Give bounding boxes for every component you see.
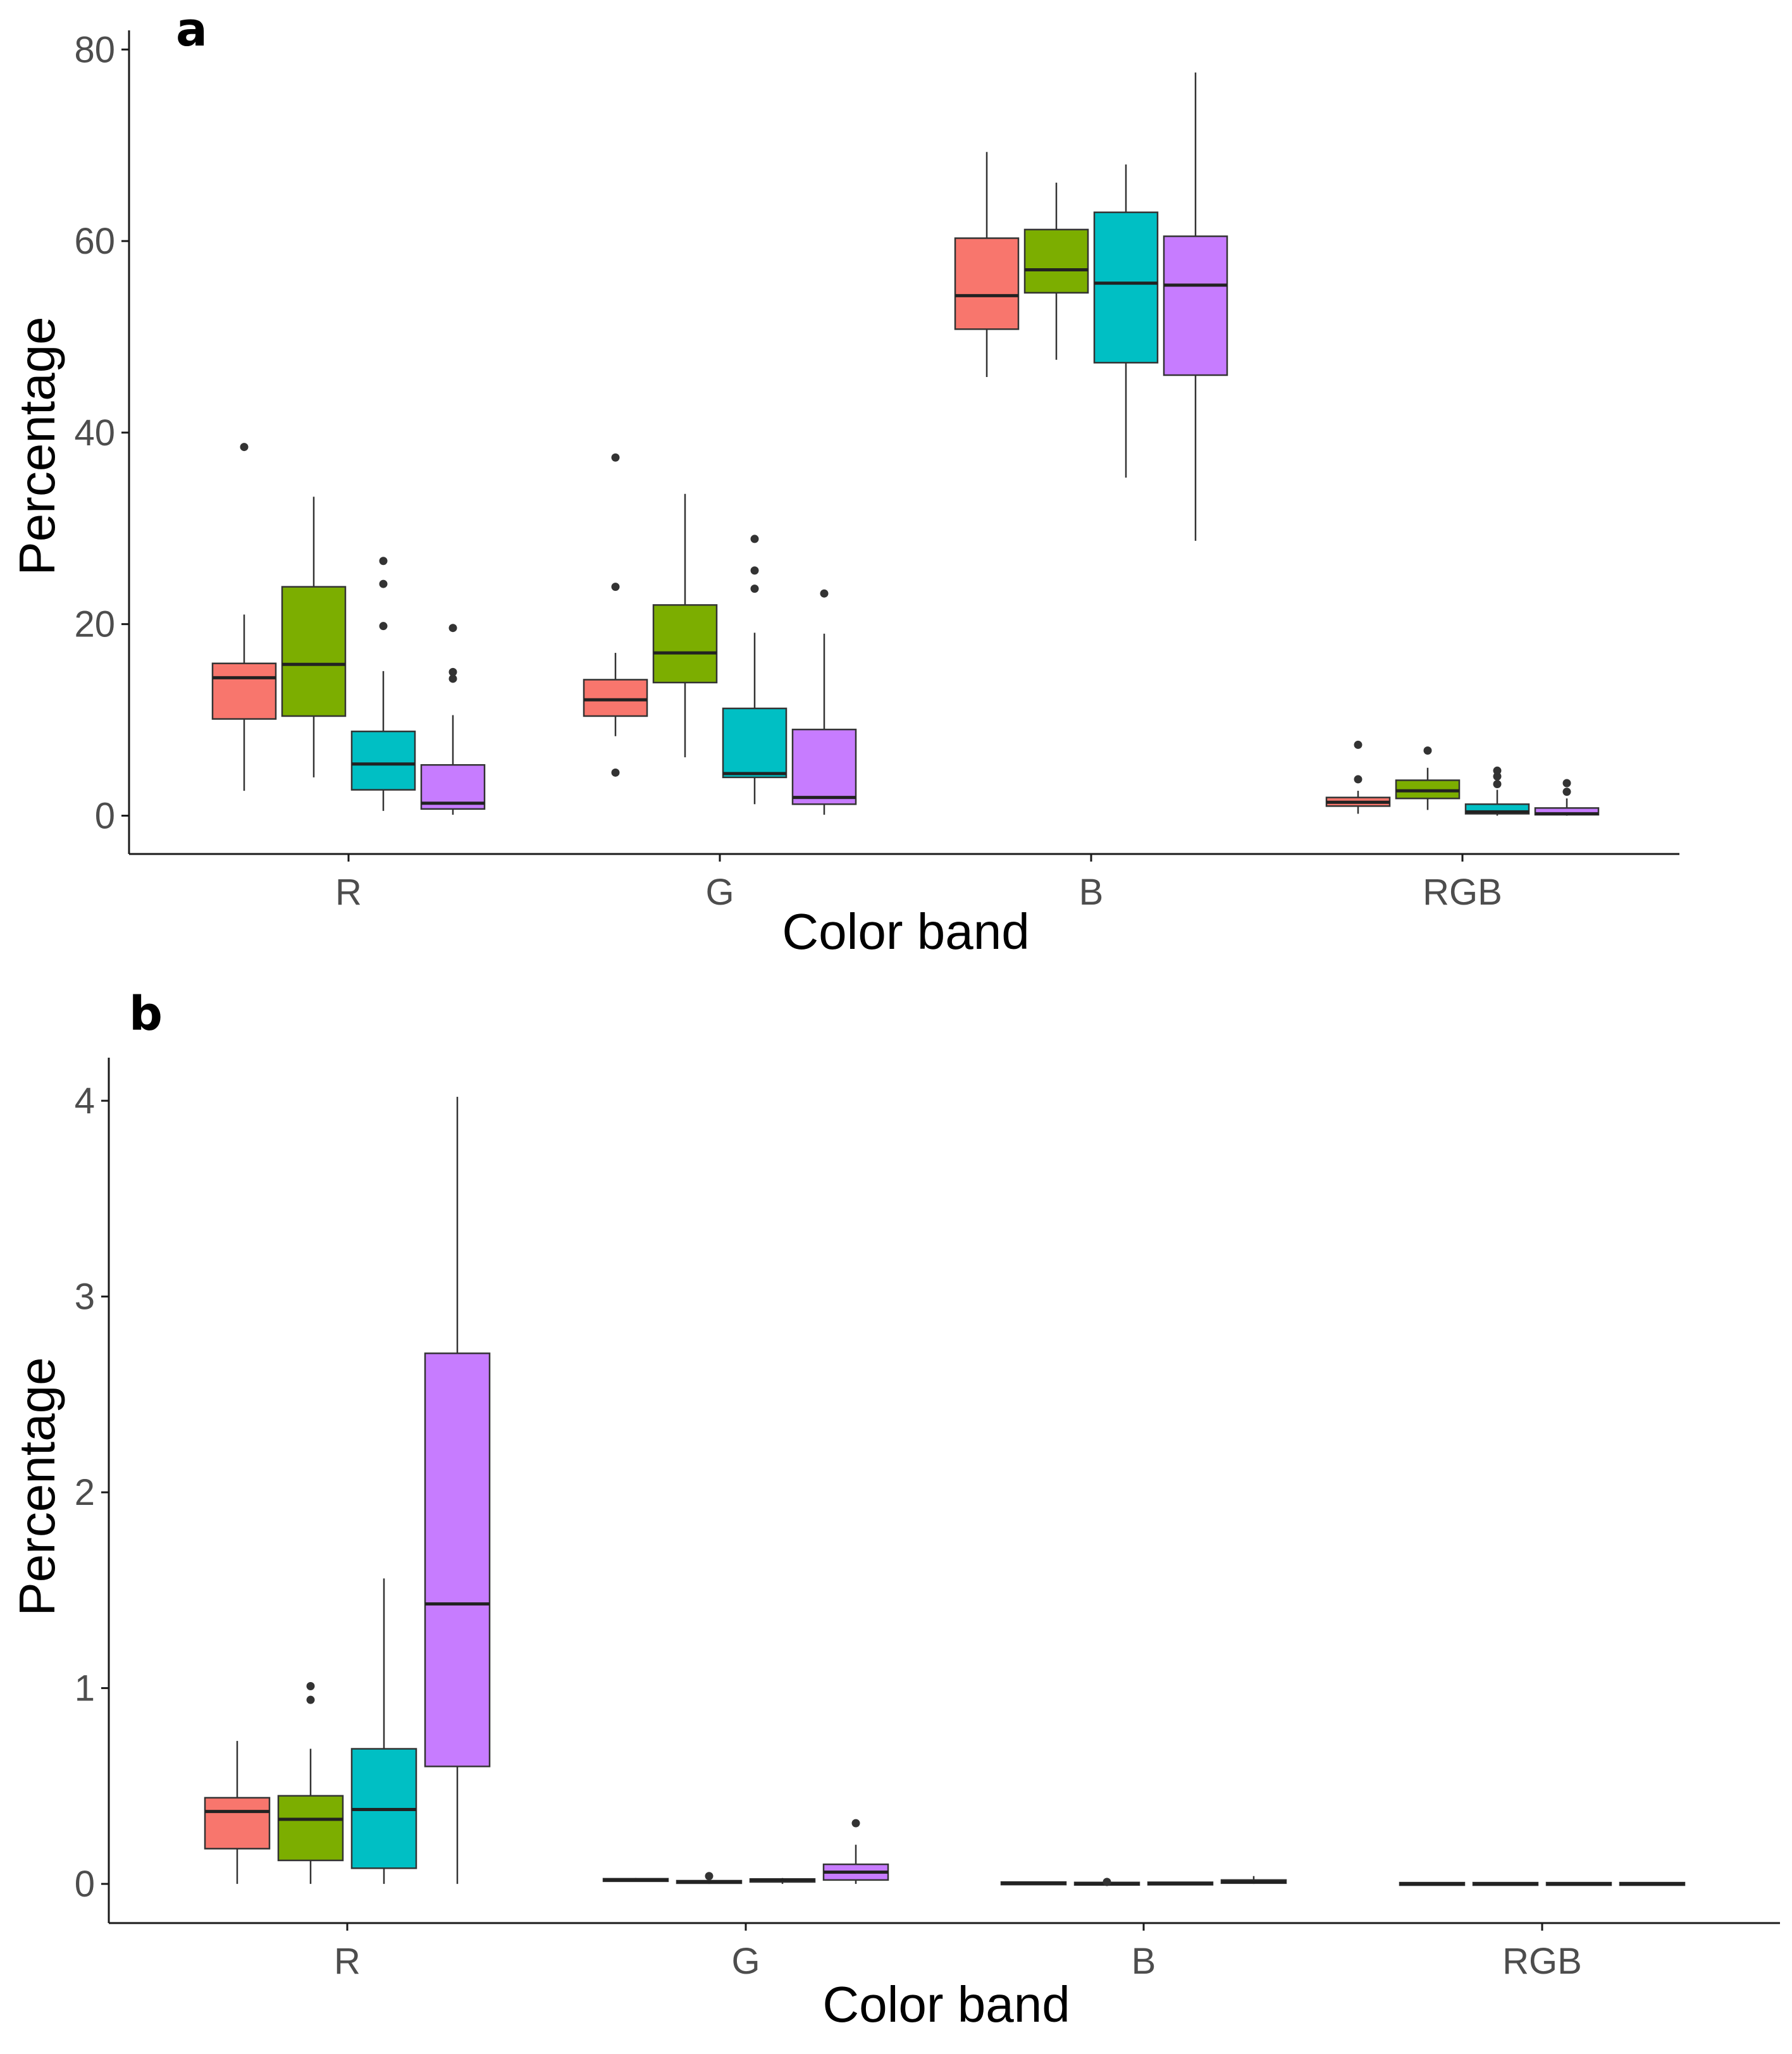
y-tick-label: 60: [74, 221, 115, 262]
box-B-4: [1163, 235, 1228, 376]
box-G-1: [583, 679, 648, 717]
box-R-2: [277, 1795, 344, 1862]
outlier-point: [750, 535, 759, 543]
outlier-point: [1354, 740, 1363, 749]
outlier-point: [1103, 1878, 1111, 1886]
box-G-2: [652, 604, 718, 684]
outlier-point: [611, 453, 620, 462]
box-B-2: [1023, 228, 1089, 294]
outlier-point: [1423, 746, 1432, 755]
outlier-point: [705, 1872, 714, 1881]
panel-b-label: b: [129, 987, 163, 1041]
outlier-point: [851, 1819, 860, 1828]
outlier-point: [611, 768, 620, 777]
outlier-point: [240, 443, 249, 452]
x-tick-label: R: [335, 872, 362, 913]
x-tick-label: RGB: [1423, 872, 1502, 913]
box-R-1: [211, 662, 277, 720]
outlier-point: [448, 624, 457, 633]
box-R-4: [420, 764, 486, 810]
outlier-point: [448, 667, 457, 676]
x-tick-label: R: [334, 1941, 361, 1982]
outlier-point: [306, 1695, 315, 1704]
panel-b-x-axis-title: Color band: [822, 1976, 1070, 2032]
outlier-point: [379, 579, 388, 588]
x-tick-label: G: [731, 1941, 760, 1982]
x-tick-label: B: [1079, 872, 1104, 913]
y-tick-label: 3: [75, 1277, 95, 1318]
y-tick-label: 0: [95, 795, 115, 836]
y-tick-label: 2: [75, 1472, 95, 1513]
box-G-3: [722, 707, 788, 779]
outlier-point: [1354, 775, 1363, 784]
box-B-1: [954, 237, 1020, 330]
y-tick-label: 0: [75, 1864, 95, 1905]
box-R-1: [204, 1797, 271, 1850]
outlier-point: [1562, 788, 1571, 796]
panel-a-label: a: [176, 3, 207, 57]
x-tick-label: RGB: [1502, 1941, 1582, 1982]
y-tick-label: 1: [75, 1668, 95, 1709]
y-tick-label: 40: [74, 412, 115, 454]
outlier-point: [1493, 772, 1502, 781]
box-R-4: [424, 1352, 491, 1767]
box-R-2: [281, 586, 347, 717]
outlier-point: [1493, 779, 1502, 788]
panel-a-x-axis-title: Color band: [782, 903, 1029, 960]
outlier-point: [750, 585, 759, 593]
panel-b-y-axis-title: Percentage: [9, 1357, 65, 1616]
y-tick-label: 20: [74, 604, 115, 645]
outlier-point: [306, 1682, 315, 1691]
outlier-point: [1493, 766, 1502, 775]
box-G-4: [791, 728, 857, 805]
outlier-point: [379, 557, 388, 566]
outlier-point: [1562, 779, 1571, 788]
outlier-point: [750, 566, 759, 575]
outlier-point: [611, 583, 620, 591]
y-tick-label: 4: [75, 1080, 95, 1122]
y-tick-label: 80: [74, 29, 115, 70]
outlier-point: [448, 674, 457, 683]
x-tick-label: G: [705, 872, 734, 913]
outlier-point: [820, 589, 829, 598]
outlier-point: [379, 622, 388, 631]
x-tick-label: B: [1132, 1941, 1156, 1982]
box-R-3: [350, 730, 416, 791]
box-B-3: [1093, 211, 1159, 364]
panel-a-y-axis-title: Percentage: [9, 316, 65, 575]
